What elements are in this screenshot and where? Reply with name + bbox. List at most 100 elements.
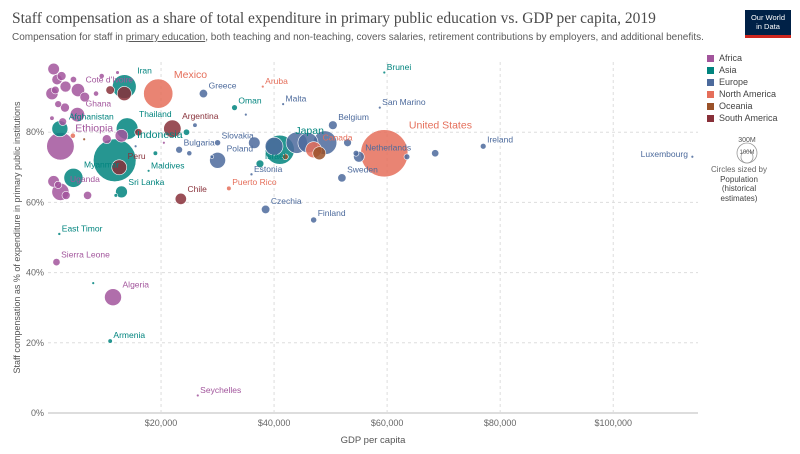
- point-ghana: [69, 107, 85, 123]
- point-label-argentina: Argentina: [182, 111, 219, 121]
- size-note: Circles sized by Population (historical …: [710, 165, 767, 203]
- data-point: [82, 137, 86, 141]
- primary-education-link[interactable]: primary education: [125, 32, 206, 43]
- x-tick-label: $20,000: [145, 418, 178, 428]
- point-east-timor: [57, 232, 62, 236]
- legend-item-africa[interactable]: Africa: [707, 52, 778, 64]
- data-point: [114, 129, 129, 143]
- point-label-ghana: Ghana: [86, 98, 112, 108]
- point-myanmar: [63, 167, 84, 188]
- data-point: [79, 91, 90, 103]
- legend-label: Europe: [719, 77, 749, 87]
- data-point: [69, 76, 77, 84]
- data-point: [116, 86, 132, 102]
- point-label-sweden: Sweden: [347, 165, 378, 175]
- point-label-cote-d-ivoire: Cote d'Ivoire: [86, 74, 134, 84]
- point-label-israel: Israel: [265, 151, 286, 161]
- data-point: [59, 80, 72, 93]
- point-ireland: [480, 143, 487, 150]
- point-label-brunei: Brunei: [387, 62, 412, 72]
- data-point: [248, 136, 261, 149]
- data-point: [134, 128, 143, 137]
- point-label-maldives: Maldives: [151, 160, 185, 170]
- point-label-estonia: Estonia: [254, 164, 283, 174]
- data-point: [192, 122, 198, 128]
- point-greece: [198, 89, 208, 99]
- legend-swatch: [707, 102, 714, 110]
- data-point: [186, 150, 193, 157]
- x-tick-label: $60,000: [371, 418, 404, 428]
- point-label-sierra-leone: Sierra Leone: [61, 249, 110, 259]
- data-point: [54, 180, 63, 189]
- data-point: [47, 62, 60, 76]
- data-point: [209, 154, 215, 159]
- point-label-bulgaria: Bulgaria: [184, 137, 215, 147]
- data-point: [56, 71, 67, 81]
- point-san-marino: [378, 105, 382, 110]
- data-point: [431, 149, 440, 158]
- point-label-puerto-rico: Puerto Rico: [232, 177, 277, 187]
- point-label-peru: Peru: [128, 151, 146, 161]
- data-point: [51, 85, 60, 95]
- point-mexico: [143, 78, 174, 109]
- point-label-chile: Chile: [187, 184, 207, 194]
- data-point: [61, 190, 71, 200]
- point-label-san-marino: San Marino: [382, 97, 426, 107]
- legend-item-asia[interactable]: Asia: [707, 64, 778, 76]
- point-brunei: [382, 70, 387, 75]
- point-label-algeria: Algeria: [123, 280, 150, 290]
- point-label-ireland: Ireland: [487, 134, 513, 144]
- legend-label: Africa: [719, 53, 743, 63]
- data-point: [264, 137, 284, 156]
- y-tick-label: 80%: [26, 127, 44, 137]
- point-sweden: [337, 173, 347, 183]
- point-label-armenia: Armenia: [113, 330, 145, 340]
- data-point: [54, 100, 62, 108]
- point-sri-lanka: [115, 185, 128, 199]
- data-point: [101, 134, 112, 145]
- data-point: [182, 128, 190, 136]
- legend-label: North America: [719, 89, 777, 99]
- point-maldives: [146, 169, 151, 173]
- legend-item-south-america[interactable]: South America: [707, 112, 778, 124]
- data-point: [115, 70, 120, 75]
- legend-item-north-america[interactable]: North America: [707, 88, 778, 100]
- point-label-oman: Oman: [238, 96, 261, 106]
- point-label-luxembourg: Luxembourg: [641, 149, 689, 159]
- size-key-300m: 300M: [738, 137, 756, 144]
- point-argentina: [163, 119, 182, 138]
- point-seychelles: [196, 393, 200, 398]
- legend-label: Asia: [719, 65, 737, 75]
- legend-label: South America: [719, 113, 778, 123]
- point-malta: [281, 102, 285, 106]
- point-peru: [111, 159, 127, 176]
- data-point: [93, 90, 99, 97]
- point-belgium: [328, 120, 338, 130]
- point-label-indonesia: Indonesia: [137, 129, 183, 141]
- owid-logo[interactable]: Our World in Data: [745, 10, 791, 38]
- legend-item-europe[interactable]: Europe: [707, 76, 778, 88]
- point-label-belgium: Belgium: [338, 112, 369, 122]
- point-sierra-leone: [52, 258, 61, 267]
- point-label-east-timor: East Timor: [62, 224, 103, 234]
- point-aruba: [261, 84, 265, 89]
- y-tick-label: 0%: [31, 408, 44, 418]
- point-label-sri-lanka: Sri Lanka: [128, 177, 164, 187]
- point-label-ethiopia: Ethiopia: [75, 122, 113, 134]
- legend-item-oceania[interactable]: Oceania: [707, 100, 778, 112]
- legend-swatch: [707, 54, 714, 62]
- point-chile: [174, 192, 187, 205]
- x-tick-label: $40,000: [258, 418, 291, 428]
- y-tick-label: 20%: [26, 338, 44, 348]
- point-czechia: [261, 204, 271, 214]
- point-label-japan: Japan: [295, 125, 324, 137]
- data-point: [343, 138, 352, 147]
- data-point: [133, 144, 138, 148]
- point-label-united-states: United States: [409, 120, 472, 132]
- data-point: [83, 190, 92, 200]
- point-estonia: [249, 172, 254, 177]
- point-puerto-rico: [226, 185, 232, 191]
- point-label-netherlands: Netherlands: [365, 142, 411, 152]
- y-axis-label: Staff compensation as % of expenditure i…: [12, 101, 22, 373]
- data-point: [98, 73, 105, 79]
